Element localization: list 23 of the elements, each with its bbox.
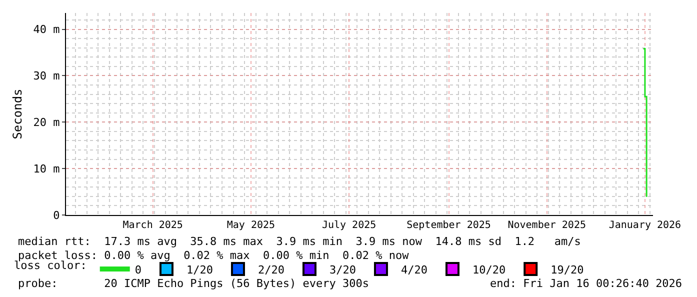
y-tick-label: 20 m	[33, 116, 60, 129]
x-tick-label: January 2026	[608, 220, 682, 231]
text: end: Fri Jan 16 00:26:40 2026	[490, 277, 682, 290]
y-tick-label: 30 m	[33, 70, 60, 83]
x-tick-label: May 2025	[226, 220, 276, 231]
legend-label: 19/20	[550, 263, 584, 276]
text: median rtt: 17.3 ms avg 35.8 ms max 3.9 ms min 3.9 ms now 14.8 ms sd 1.2 am/s	[18, 235, 581, 248]
legend-label: 3/20	[329, 263, 356, 276]
legend-label: 0	[134, 263, 142, 276]
y-tick-label: 0	[53, 208, 60, 222]
legend-label: 2/20	[258, 263, 284, 276]
y-tick-label: 10 m	[33, 162, 60, 176]
x-tick-label: March 2025	[122, 220, 183, 231]
y-axis-title: Seconds	[10, 88, 25, 140]
legend-label: 4/20	[400, 263, 428, 276]
legend-label: 1/20	[186, 263, 213, 276]
x-tick-label: September 2025	[406, 220, 491, 231]
x-tick-label: November 2025	[508, 220, 586, 231]
legend-label: 10/20	[472, 263, 506, 276]
text: packet loss: 0.00 % avg 0.02 % max 0.00 % min 0.02 % now	[18, 249, 410, 262]
y-tick-label: 40 m	[33, 23, 60, 36]
x-tick-label: July 2025	[322, 220, 376, 231]
text: probe: 20 ICMP Echo Pings (56 Bytes) every 300s	[18, 277, 369, 290]
